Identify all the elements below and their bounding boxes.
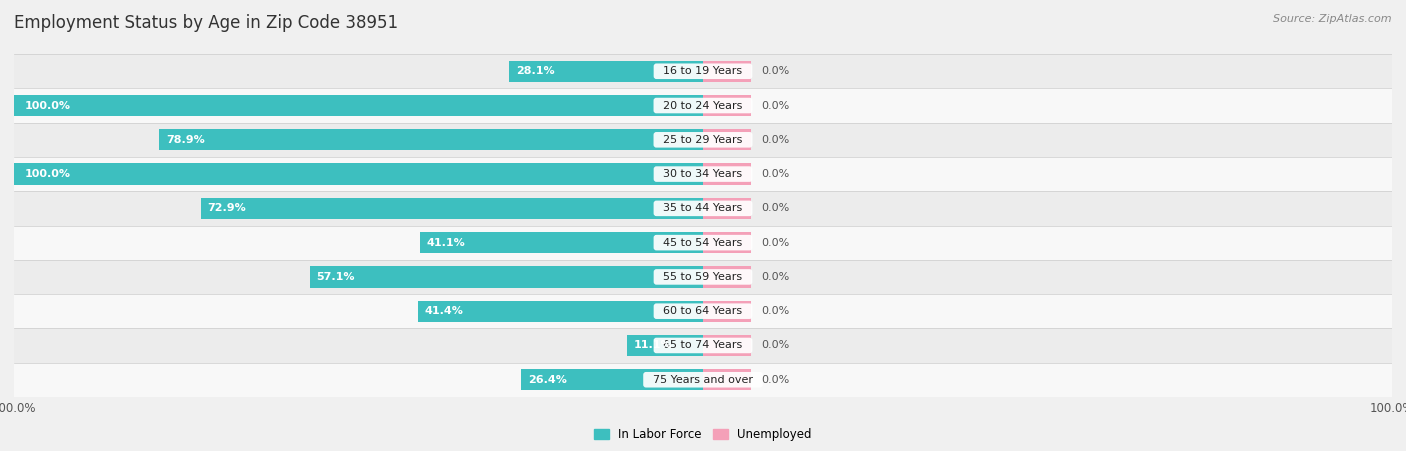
Text: Source: ZipAtlas.com: Source: ZipAtlas.com — [1274, 14, 1392, 23]
Text: 0.0%: 0.0% — [762, 341, 790, 350]
Bar — [420, 232, 703, 253]
Text: 0.0%: 0.0% — [762, 135, 790, 145]
Bar — [627, 335, 703, 356]
Text: 0.0%: 0.0% — [762, 203, 790, 213]
Bar — [522, 369, 703, 391]
Bar — [14, 363, 1392, 397]
Text: Employment Status by Age in Zip Code 38951: Employment Status by Age in Zip Code 389… — [14, 14, 398, 32]
Text: 45 to 54 Years: 45 to 54 Years — [657, 238, 749, 248]
Bar — [703, 232, 751, 253]
Bar — [201, 198, 703, 219]
Bar — [703, 129, 751, 151]
Text: 72.9%: 72.9% — [208, 203, 246, 213]
Text: 55 to 59 Years: 55 to 59 Years — [657, 272, 749, 282]
Bar — [703, 300, 751, 322]
Bar — [14, 328, 1392, 363]
Text: 78.9%: 78.9% — [166, 135, 205, 145]
Bar — [703, 163, 751, 185]
Bar — [703, 95, 751, 116]
Text: 20 to 24 Years: 20 to 24 Years — [657, 101, 749, 110]
Text: 16 to 19 Years: 16 to 19 Years — [657, 66, 749, 76]
Text: 35 to 44 Years: 35 to 44 Years — [657, 203, 749, 213]
Bar — [14, 226, 1392, 260]
Text: 0.0%: 0.0% — [762, 306, 790, 316]
Text: 0.0%: 0.0% — [762, 238, 790, 248]
Bar — [703, 369, 751, 391]
Text: 26.4%: 26.4% — [529, 375, 567, 385]
Text: 0.0%: 0.0% — [762, 272, 790, 282]
Bar — [14, 88, 1392, 123]
Bar — [703, 266, 751, 288]
Text: 0.0%: 0.0% — [762, 101, 790, 110]
Text: 11.1%: 11.1% — [634, 341, 672, 350]
Bar — [703, 335, 751, 356]
Bar — [14, 163, 703, 185]
Text: 57.1%: 57.1% — [316, 272, 354, 282]
Text: 41.1%: 41.1% — [427, 238, 465, 248]
Text: 60 to 64 Years: 60 to 64 Years — [657, 306, 749, 316]
Bar — [309, 266, 703, 288]
Text: 28.1%: 28.1% — [516, 66, 555, 76]
Bar — [509, 60, 703, 82]
Text: 41.4%: 41.4% — [425, 306, 464, 316]
Bar — [159, 129, 703, 151]
Legend: In Labor Force, Unemployed: In Labor Force, Unemployed — [589, 423, 817, 446]
Text: 100.0%: 100.0% — [24, 101, 70, 110]
Text: 0.0%: 0.0% — [762, 66, 790, 76]
Bar — [14, 54, 1392, 88]
Text: 75 Years and over: 75 Years and over — [645, 375, 761, 385]
Bar — [14, 260, 1392, 294]
Bar — [703, 60, 751, 82]
Bar — [14, 294, 1392, 328]
Text: 25 to 29 Years: 25 to 29 Years — [657, 135, 749, 145]
Text: 0.0%: 0.0% — [762, 169, 790, 179]
Bar — [418, 300, 703, 322]
Bar — [14, 157, 1392, 191]
Bar — [14, 123, 1392, 157]
Text: 30 to 34 Years: 30 to 34 Years — [657, 169, 749, 179]
Text: 100.0%: 100.0% — [24, 169, 70, 179]
Bar — [703, 198, 751, 219]
Bar — [14, 95, 703, 116]
Text: 65 to 74 Years: 65 to 74 Years — [657, 341, 749, 350]
Bar — [14, 191, 1392, 226]
Text: 0.0%: 0.0% — [762, 375, 790, 385]
